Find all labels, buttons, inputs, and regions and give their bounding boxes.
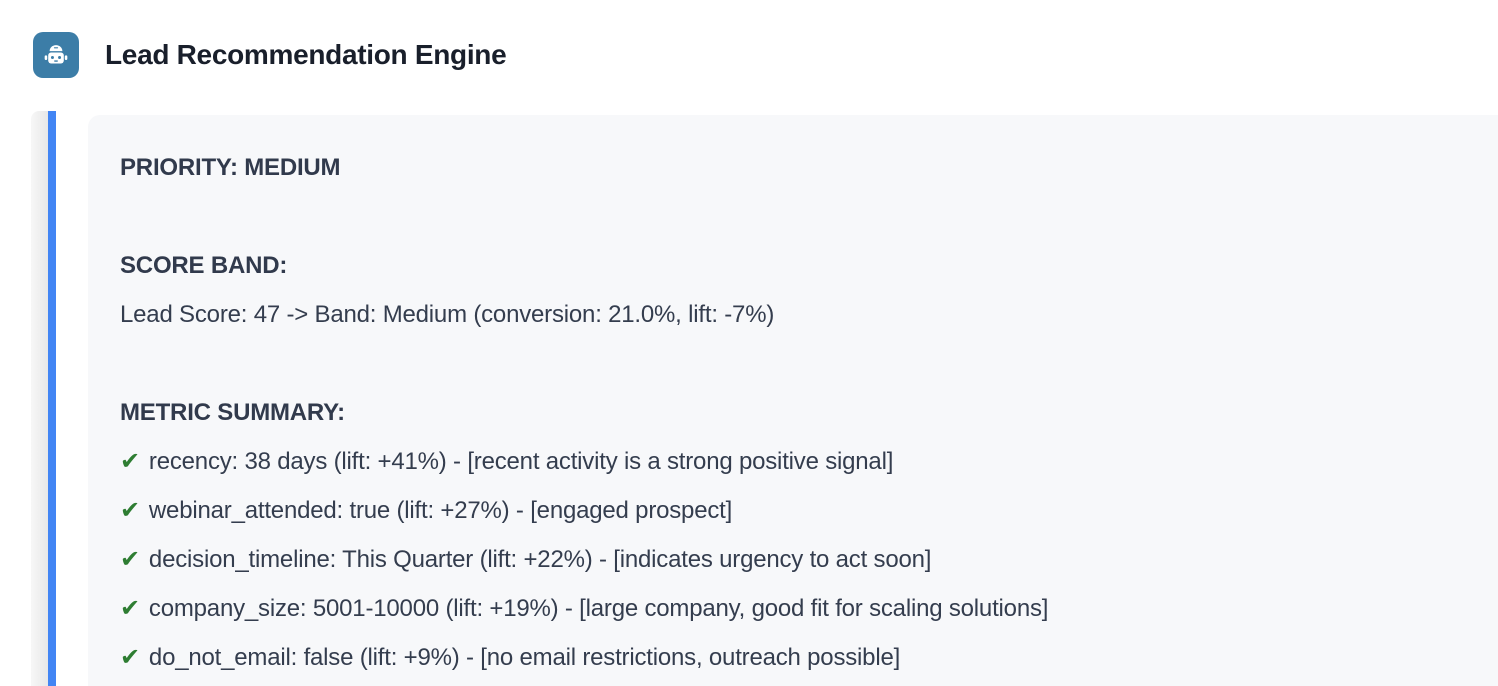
metric-text: do_not_email: false (lift: +9%) - [no em… [148, 644, 901, 671]
metric-text: recency: 38 days (lift: +41%) - [recent … [148, 448, 894, 475]
metric-text: company_size: 5001-10000 (lift: +19%) - … [148, 595, 1049, 622]
recommendation-panel: PRIORITY: MEDIUM SCORE BAND: Lead Score:… [88, 115, 1498, 686]
check-icon: ✔ [120, 644, 140, 671]
metric-text: webinar_attended: true (lift: +27%) - [e… [148, 497, 733, 524]
metric-line-decision-timeline: ✔ decision_timeline: This Quarter (lift: … [120, 535, 1466, 584]
metric-line-company-size: ✔ company_size: 5001-10000 (lift: +19%) -… [120, 584, 1466, 633]
robot-icon [44, 45, 68, 64]
scroll-rail [31, 111, 48, 686]
score-band-line: Lead Score: 47 -> Band: Medium (conversi… [120, 301, 775, 328]
robot-avatar [33, 32, 79, 78]
metric-line-webinar-attended: ✔ webinar_attended: true (lift: +27%) - [… [120, 486, 1466, 535]
priority-line: PRIORITY: MEDIUM [120, 154, 341, 181]
score-band-heading: SCORE BAND: [120, 252, 288, 279]
metric-text: decision_timeline: This Quarter (lift: +… [148, 546, 932, 573]
metric-summary-heading: METRIC SUMMARY: [120, 399, 345, 426]
spacer-line [120, 192, 1466, 241]
check-icon: ✔ [120, 497, 140, 524]
page-title: Lead Recommendation Engine [105, 39, 507, 70]
message-accent-bar [48, 111, 56, 686]
spacer-line [120, 339, 1466, 388]
check-icon: ✔ [120, 546, 140, 573]
metric-line-do-not-email: ✔ do_not_email: false (lift: +9%) - [no e… [120, 633, 1466, 682]
metric-line-recency: ✔ recency: 38 days (lift: +41%) - [recent… [120, 437, 1466, 486]
check-icon: ✔ [120, 448, 140, 475]
check-icon: ✔ [120, 595, 140, 622]
message-header: Lead Recommendation Engine [33, 32, 507, 78]
